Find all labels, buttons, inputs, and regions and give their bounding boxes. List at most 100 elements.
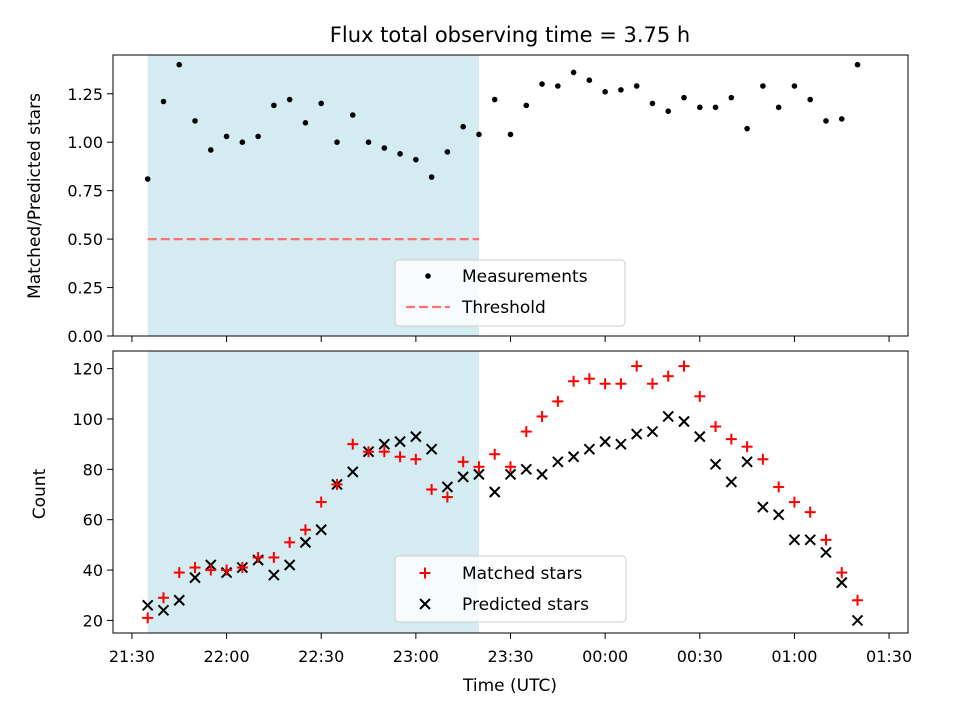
predicted-star-point (583, 443, 596, 455)
x-tick-label: 00:30 (677, 647, 723, 666)
measurement-point (271, 102, 277, 109)
y-tick-label: 1.25 (67, 85, 103, 104)
measurement-point (460, 123, 466, 130)
matched-star-point (662, 370, 674, 382)
matched-star-point (536, 410, 548, 422)
y-tick-label: 1.00 (67, 133, 103, 152)
measurement-point (334, 139, 340, 146)
x-tick-label: 22:30 (298, 647, 344, 666)
cross-b (599, 435, 611, 448)
matched-star-point (426, 483, 438, 495)
cross-b (788, 534, 801, 546)
matched-star-point (694, 390, 706, 402)
matched-star-point (252, 551, 264, 563)
matched-star-point (804, 506, 816, 518)
measurement-point (428, 174, 435, 180)
y-tick-label: 0.50 (67, 230, 103, 249)
matched-star-point (678, 360, 690, 372)
bottom-y-axis-label: Count (30, 468, 50, 519)
top-y-axis-label: Matched/Predicted stars (25, 93, 45, 299)
x-axis-label: Time (UTC) (462, 676, 557, 696)
legend-box (394, 259, 626, 327)
predicted-star-point (536, 468, 548, 481)
measurement-point (633, 83, 640, 89)
measurement-point (413, 156, 419, 163)
predicted-star-point (347, 466, 359, 478)
matched-star-point (299, 524, 311, 536)
matched-star-point (505, 461, 516, 473)
predicted-star-point (694, 430, 706, 443)
top-legend: Measurements Threshold (394, 259, 626, 327)
cross-b (189, 571, 201, 584)
x-tick-label: 22:00 (204, 647, 250, 666)
bottom-panel: 20 40 60 80 100 120 21:30 22:00 22:30 23:00 23:30 0… (72, 350, 912, 666)
matched-star-point (552, 395, 564, 407)
predicted-star-point (141, 599, 154, 612)
y-tick-label: 20 (83, 611, 103, 630)
legend-marker-predicted (419, 598, 431, 610)
measurement-point (349, 112, 356, 118)
measurement-point (854, 61, 861, 68)
measurement-point (286, 96, 293, 103)
cross-b (457, 471, 469, 483)
predicted-star-point (820, 546, 832, 559)
cross-b (662, 410, 674, 423)
cross-b (757, 501, 769, 513)
cross-b (504, 468, 517, 481)
cross-b (836, 576, 848, 589)
cross-b (646, 425, 659, 438)
cross-b (378, 438, 391, 450)
legend-label-measurements: Measurements (462, 267, 588, 287)
predicted-star-point (552, 456, 564, 468)
measurement-point (555, 83, 561, 89)
bottom-legend: Matched stars Predicted stars (394, 555, 627, 623)
y-tick-label: 60 (83, 511, 103, 530)
cross-b (536, 468, 548, 481)
predicted-star-point (299, 536, 312, 549)
predicted-star-point (283, 559, 296, 571)
predicted-star-point (662, 410, 674, 423)
matched-star-point (568, 375, 580, 387)
y-tick-label: 0.00 (67, 327, 103, 346)
matched-star-point (773, 481, 785, 493)
measurement-point (823, 118, 829, 124)
matched-star-point (710, 421, 722, 433)
matched-star-point (378, 446, 390, 458)
matched-star-point (221, 564, 233, 576)
predicted-star-point (425, 443, 438, 455)
measurement-point (302, 120, 309, 126)
cross-b (489, 486, 501, 498)
measurement-point (523, 102, 530, 109)
matched-star-point (315, 496, 327, 508)
measurement-point (539, 81, 545, 87)
predicted-star-point (189, 571, 201, 584)
measurement-point (696, 104, 703, 111)
predicted-star-point (410, 430, 422, 443)
predicted-star-point (394, 435, 406, 448)
x-tick-label: 01:00 (771, 647, 817, 666)
predicted-star-point (567, 451, 580, 463)
measurement-point (223, 133, 230, 140)
measurement-point (397, 151, 403, 157)
cross-b (441, 481, 454, 493)
y-tick-label: 0.75 (67, 182, 103, 201)
x-tick-label: 21:30 (109, 647, 155, 666)
measurement-point (728, 94, 735, 101)
cross-b (315, 524, 327, 536)
x-tick-label: 01:30 (866, 647, 912, 666)
matched-star-point (725, 433, 737, 445)
legend-label-predicted: Predicted stars (462, 595, 589, 615)
predicted-star-point (378, 438, 391, 450)
measurement-point (807, 96, 814, 103)
predicted-star-point (473, 468, 485, 481)
measurement-point (602, 89, 608, 95)
cross-b (741, 456, 753, 468)
predicted-star-point (441, 481, 454, 493)
measurement-point (255, 133, 261, 140)
cross-b (552, 456, 564, 468)
predicted-star-point (489, 486, 501, 498)
measurement-point (507, 131, 514, 138)
measurement-point (365, 139, 372, 146)
matched-star-point (583, 373, 595, 385)
cross-b (283, 559, 296, 571)
